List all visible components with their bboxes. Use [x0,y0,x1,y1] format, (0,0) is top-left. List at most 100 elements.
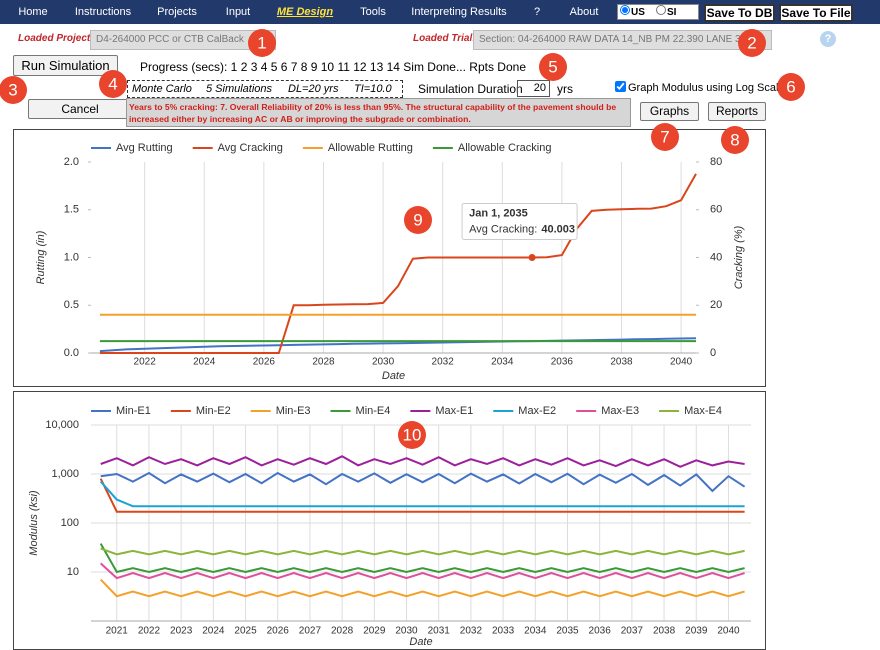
menu-item[interactable]: Home [18,6,48,18]
trial-label: Loaded Trial: [413,33,476,44]
legend-label: Allowable Cracking [458,142,552,154]
callout-badge [398,421,426,449]
duration-label: Simulation Duration [418,82,523,96]
y-tick-label: 0.0 [64,347,79,359]
menu-item[interactable]: Tools [360,6,386,18]
y-tick-label: 100 [61,517,79,529]
callout-badge [721,126,749,154]
x-tick-label: 2040 [717,626,740,637]
y2-tick-label: 40 [710,251,722,263]
series-line [100,547,745,556]
save-db-button[interactable]: Save To DB [704,4,775,22]
x-tick-label: 2031 [428,626,451,637]
cancel-button[interactable]: Cancel [28,99,132,119]
x-tick-label: 2036 [551,357,574,368]
x-tick-label: 2038 [610,357,633,368]
legend-label: Min-E4 [356,405,391,417]
x-tick-label: 2032 [460,626,483,637]
x-tick-label: 2030 [395,626,418,637]
menu-item[interactable]: About [569,6,599,18]
graphs-button[interactable]: Graphs [640,102,699,121]
x-tick-label: 2039 [685,626,708,637]
callout-number: 1 [257,33,266,52]
tooltip [461,202,578,240]
y-axis-title: Rutting (in) [35,230,47,284]
callout-number: 6 [786,77,795,96]
log-scale-option[interactable]: Graph Modulus using Log Scale [615,81,785,94]
x-tick-label: 2025 [234,626,257,637]
menu-item[interactable]: ME Design [276,6,334,18]
unit-option[interactable]: SI [656,5,676,18]
y-tick-label: 0.5 [64,299,79,311]
legend-label: Min-E3 [276,405,311,417]
radio[interactable] [620,5,630,15]
callout-badge [651,123,679,151]
series-line [100,455,745,468]
menu-item[interactable]: Input [225,6,251,18]
x-tick-label: 2030 [372,357,395,368]
x-tick-label: 2035 [556,626,579,637]
callout-badge [0,76,27,104]
duration-input[interactable]: 20 [517,80,550,97]
x-tick-label: 2036 [589,626,612,637]
callout-badge [539,53,567,81]
series-line [99,478,745,513]
unit-option[interactable]: US [620,5,645,18]
y2-tick-label: 60 [710,204,722,216]
callout-number: 7 [660,127,669,146]
mc-mode: Monte Carlo [132,83,192,95]
callout-badge [404,206,432,234]
legend-label: Max-E3 [601,405,639,417]
y-tick-label: 1.5 [64,204,79,216]
x-tick-label: 2021 [106,626,129,637]
legend-label: Min-E1 [116,405,151,417]
y2-tick-label: 0 [710,347,716,359]
callout-badge [738,29,766,57]
project-label: Loaded Project: [18,33,94,44]
x-tick-label: 2032 [432,357,455,368]
x-tick-label: 2022 [134,357,157,368]
progress-text: Progress (secs): 1 2 3 4 5 6 7 8 9 10 11… [140,60,526,74]
series-line [100,471,746,493]
run-button[interactable]: Run Simulation [13,55,118,76]
y-tick-label: 10,000 [45,419,79,431]
mc-sims: 5 Simulations [206,83,273,95]
legend-label: Avg Rutting [116,142,173,154]
chart: 2021 2022 2023 2024 2025 2026 2027 2028 2029 2030… [28,405,751,648]
callout-number: 10 [403,425,422,444]
x-axis-title: Date [382,370,405,382]
tooltip-point [528,253,536,261]
checkbox[interactable] [615,81,626,92]
save-file-button[interactable]: Save To File [779,4,853,22]
checkbox-label: Graph Modulus using Log Scale [628,82,785,94]
callout-number: 5 [548,57,557,76]
x-tick-label: 2037 [621,626,644,637]
tooltip-title: Jan 1, 2035 [469,207,528,219]
x-axis-title: Date [409,636,432,648]
x-tick-label: 2033 [492,626,515,637]
x-tick-label: 2023 [170,626,193,637]
series-line [99,480,745,508]
callout-badge [777,73,805,101]
y-tick-label: 1,000 [51,468,79,480]
menu-item[interactable]: Projects [157,6,197,18]
monte-carlo-box: Monte Carlo 5 Simulations DL=20 yrs TI=1… [127,80,403,98]
help-icon[interactable]: ? [820,31,836,47]
legend-label: Allowable Rutting [328,142,413,154]
x-tick-label: 2034 [524,626,547,637]
x-tick-label: 2040 [670,357,693,368]
series-line [100,562,745,580]
radio-label: SI [667,7,677,18]
menu-item[interactable]: ? [533,6,541,18]
callout-number: 8 [730,130,739,149]
x-tick-label: 2028 [331,626,354,637]
radio[interactable] [656,5,666,15]
y2-tick-label: 20 [710,299,722,311]
menu-item[interactable]: Instructions [74,6,132,18]
radio-label: US [631,7,645,18]
reports-button[interactable]: Reports [708,102,766,121]
series-line [99,578,745,598]
menu-item[interactable]: Interpreting Results [411,6,507,18]
